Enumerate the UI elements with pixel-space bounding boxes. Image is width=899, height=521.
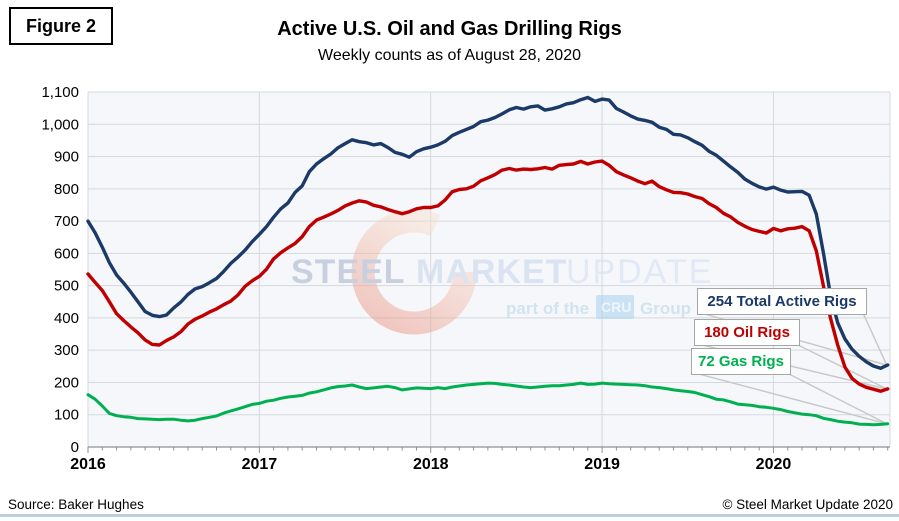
leader-line	[786, 372, 888, 425]
x-axis-year-label: 2017	[242, 456, 278, 473]
data-series-lines	[86, 95, 890, 427]
x-axis-year-label: 2020	[756, 456, 792, 473]
callout-oil-rigs: 180 Oil Rigs	[694, 319, 800, 346]
watermark-word-market: MARKET	[416, 253, 567, 291]
leader-line	[862, 312, 888, 366]
bottom-accent-bar	[0, 514, 899, 517]
chart-subtitle: Weekly counts as of August 28, 2020	[318, 47, 581, 64]
y-axis-tick-label: 100	[54, 407, 79, 424]
x-axis-year-label: 2018	[413, 456, 449, 473]
x-axis-year-label: 2016	[70, 456, 106, 473]
steel-market-update-watermark: STEEL MARKET UPDATE part of the CRU Grou…	[291, 209, 713, 335]
y-axis-tick-label: 400	[54, 310, 79, 327]
watermark-crescent-icon	[351, 209, 477, 335]
watermark-word-steel: STEEL	[291, 253, 406, 291]
axis-tick-labels: 0 100 200 300 400 500 600 700 800 900 1,000 1,100 20…	[41, 84, 791, 473]
leader-line	[795, 343, 888, 390]
callout-gas-rigs: 72 Gas Rigs	[691, 348, 791, 375]
watermark-tagline-prefix: part of the	[506, 299, 589, 318]
y-axis-tick-label: 800	[54, 181, 79, 198]
cru-badge	[596, 295, 634, 319]
x-axis-year-label: 2019	[584, 456, 620, 473]
y-axis-tick-label: 700	[54, 213, 79, 230]
watermark-tagline-suffix: Group	[640, 299, 691, 318]
y-axis-tick-label: 1,000	[41, 116, 79, 133]
series-line-oil-rigs	[86, 159, 890, 393]
series-line-total-active-rigs	[86, 95, 890, 370]
series-line-gas-rigs	[86, 381, 890, 427]
watermark-word-update: UPDATE	[566, 253, 713, 291]
leader-line	[694, 372, 887, 425]
source-note: Source: Baker Hughes	[8, 497, 144, 512]
axis-ticks	[87, 446, 890, 453]
figure-label: Figure 2	[9, 7, 113, 45]
y-axis-tick-label: 500	[54, 278, 79, 295]
y-axis-tick-label: 900	[54, 149, 79, 166]
y-axis-tick-label: 300	[54, 342, 79, 359]
y-axis-tick-label: 0	[71, 439, 79, 456]
chart-title: Active U.S. Oil and Gas Drilling Rigs	[277, 18, 622, 40]
copyright-note: © Steel Market Update 2020	[722, 497, 893, 512]
callout-total-active-rigs: 254 Total Active Rigs	[697, 288, 867, 315]
plot-background	[88, 92, 890, 447]
y-axis-tick-label: 1,100	[41, 84, 79, 101]
cru-badge-label: CRU	[601, 299, 631, 315]
grid-lines	[87, 91, 891, 447]
y-axis-tick-label: 600	[54, 245, 79, 262]
y-axis-tick-label: 200	[54, 374, 79, 391]
